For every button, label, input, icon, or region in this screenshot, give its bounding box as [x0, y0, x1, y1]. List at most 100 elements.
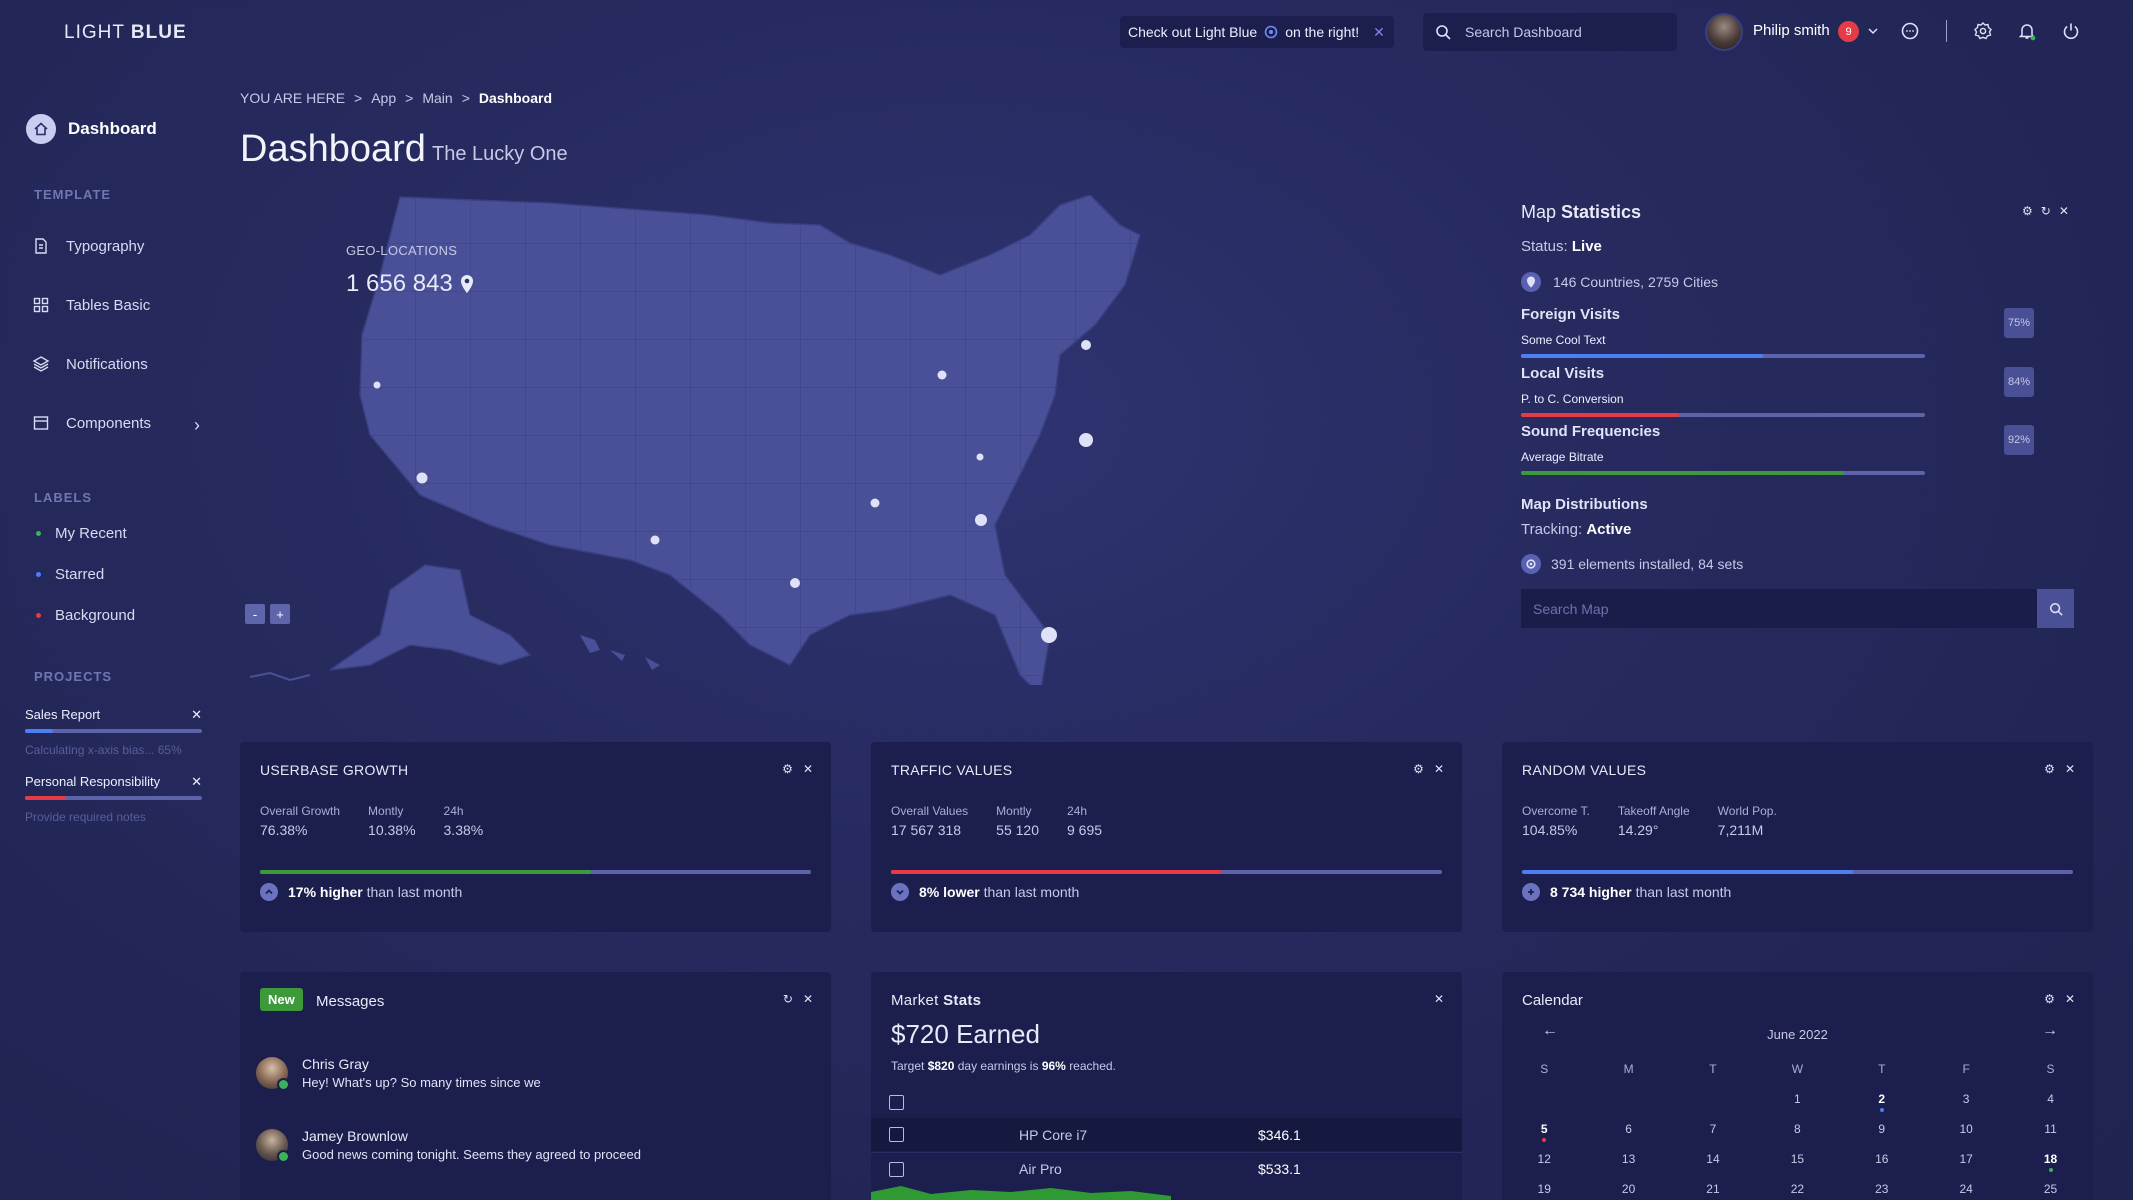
calendar-day[interactable]: 13	[1621, 1152, 1636, 1166]
brand-logo[interactable]: LIGHT BLUE	[64, 22, 187, 44]
calendar-day[interactable]: 23	[1875, 1182, 1889, 1196]
section-label-projects: PROJECTS	[34, 669, 113, 684]
calendar-day[interactable]: 22	[1790, 1182, 1805, 1196]
close-icon[interactable]: ✕	[1433, 762, 1444, 776]
row-checkbox[interactable]	[889, 1127, 904, 1142]
sidebar-item-tables-basic[interactable]: Tables Basic	[32, 296, 150, 314]
search-input[interactable]	[1465, 24, 1645, 40]
close-icon[interactable]: ✕	[802, 992, 813, 1006]
calendar-day[interactable]: 12	[1537, 1152, 1551, 1166]
kpi-label: Takeoff Angle	[1617, 804, 1690, 818]
calendar-next-button[interactable]: →	[2042, 1022, 2058, 1039]
calendar-day[interactable]: 11	[2044, 1122, 2057, 1136]
page-subtitle: The Lucky One	[432, 143, 568, 165]
avatar[interactable]	[1705, 13, 1743, 51]
gear-icon[interactable]: ⚙	[2044, 992, 2055, 1006]
calendar-day[interactable]: 17	[1959, 1152, 1973, 1166]
sidebar-item-typography[interactable]: Typography	[32, 237, 144, 255]
calendar-day[interactable]: 10	[1959, 1122, 1973, 1136]
kpi-label: Overall Growth	[260, 804, 341, 818]
widget-title: Messages	[316, 993, 385, 1010]
breadcrumb-link-main[interactable]: Main	[422, 90, 453, 106]
title-light: Map	[1521, 202, 1557, 222]
chevron-down-icon[interactable]	[1862, 20, 1884, 42]
kpi-value: 76.38%	[260, 822, 308, 838]
calendar-day[interactable]: 1	[1794, 1092, 1801, 1106]
kpi-value: 14.29°	[1617, 822, 1659, 838]
calendar-day[interactable]: 19	[1537, 1182, 1551, 1196]
select-all-checkbox[interactable]	[889, 1095, 904, 1110]
label-item-background[interactable]: Background	[36, 607, 135, 624]
dashboard-search[interactable]	[1423, 13, 1677, 51]
settings-icon[interactable]	[1972, 20, 1994, 42]
gear-icon[interactable]: ⚙	[2022, 204, 2033, 218]
table-row[interactable]: Air Pro $533.1	[871, 1152, 1462, 1185]
refresh-icon[interactable]: ↻	[782, 992, 793, 1006]
stat-title: Sound Frequencies	[1521, 423, 1661, 440]
document-icon	[35, 238, 47, 254]
close-icon[interactable]: ✕	[2058, 204, 2069, 218]
refresh-icon[interactable]: ↻	[2040, 204, 2051, 218]
power-icon[interactable]	[2060, 20, 2082, 42]
calendar-day[interactable]: 24	[1959, 1182, 1973, 1196]
close-icon[interactable]: ✕	[191, 774, 202, 789]
close-icon[interactable]: ✕	[191, 707, 202, 722]
calendar-day[interactable]: 14	[1706, 1152, 1720, 1166]
event-dot	[2048, 1168, 2053, 1172]
message-item[interactable]: Jamey Brownlow Good news coming tonight.…	[256, 1128, 641, 1163]
sidebar-item-components[interactable]: Components	[32, 414, 151, 432]
calendar-day[interactable]: 4	[2047, 1092, 2054, 1106]
breadcrumb-link-app[interactable]: App	[371, 90, 397, 106]
calendar-day[interactable]: 6	[1625, 1122, 1632, 1136]
foot-text: than last month	[366, 884, 463, 900]
message-item[interactable]: Chris Gray Hey! What's up? So many times…	[256, 1056, 541, 1091]
calendar-day[interactable]: 20	[1621, 1182, 1636, 1196]
map-markers	[373, 340, 1093, 643]
sidebar-item-dashboard[interactable]: Dashboard	[26, 114, 157, 144]
zoom-out-button[interactable]: -	[245, 604, 265, 624]
calendar-day[interactable]: 9	[1878, 1122, 1886, 1136]
calendar-day[interactable]: 3	[1962, 1092, 1970, 1106]
foot-bold: 8 734 higher	[1550, 884, 1632, 900]
search-map-input[interactable]	[1521, 589, 2037, 628]
chevron-right-icon[interactable]: ›	[194, 415, 200, 435]
calendar-day-event[interactable]: 18	[2008, 1152, 2092, 1172]
gear-icon[interactable]: ⚙	[2044, 762, 2055, 776]
chat-icon[interactable]	[1899, 20, 1921, 42]
gear-icon[interactable]: ⚙	[1413, 762, 1424, 776]
sidebar-item-notifications[interactable]: Notifications	[32, 355, 148, 373]
close-icon[interactable]: ✕	[1373, 23, 1385, 40]
calendar-day[interactable]: 21	[1706, 1182, 1720, 1196]
search-map-button[interactable]	[2037, 589, 2074, 628]
calendar-day[interactable]: 25	[2043, 1182, 2058, 1196]
search-icon	[2049, 602, 2063, 616]
row-checkbox[interactable]	[889, 1161, 904, 1177]
grid-icon	[33, 297, 49, 313]
project-progress-bar	[25, 796, 202, 800]
us-map[interactable]	[250, 195, 1190, 685]
label-item-my-recent[interactable]: My Recent	[36, 525, 127, 542]
bell-icon[interactable]	[2016, 20, 2038, 42]
label-item-starred[interactable]: Starred	[36, 566, 104, 583]
user-name[interactable]: Philip smith	[1753, 22, 1830, 39]
promo-text-end: on the right!	[1285, 24, 1360, 40]
project-personal-responsibility[interactable]: Personal Responsibility ✕ Provide requir…	[25, 774, 202, 824]
map-countries: 146 Countries, 2759 Cities	[1521, 272, 1718, 292]
close-icon[interactable]: ✕	[2064, 992, 2075, 1006]
close-icon[interactable]: ✕	[2064, 762, 2075, 776]
gear-icon[interactable]: ⚙	[782, 762, 793, 776]
target-post: reached.	[1069, 1059, 1116, 1073]
close-icon[interactable]: ✕	[1433, 992, 1444, 1006]
calendar-prev-button[interactable]: ←	[1542, 1022, 1558, 1039]
zoom-in-button[interactable]: +	[270, 604, 290, 624]
project-sales-report[interactable]: Sales Report ✕ Calculating x-axis bias..…	[25, 707, 202, 757]
calendar-day[interactable]: 15	[1790, 1152, 1805, 1166]
calendar-day[interactable]: 8	[1794, 1122, 1801, 1136]
arrow-down-icon	[891, 883, 909, 901]
calendar-day[interactable]: 7	[1709, 1122, 1717, 1136]
calendar-day[interactable]: 16	[1875, 1152, 1889, 1166]
calendar-day-event[interactable]: 5	[1502, 1122, 1586, 1142]
calendar-day-event[interactable]: 2	[1840, 1092, 1924, 1112]
table-row[interactable]: HP Core i7 $346.1	[871, 1118, 1462, 1151]
close-icon[interactable]: ✕	[802, 762, 813, 776]
